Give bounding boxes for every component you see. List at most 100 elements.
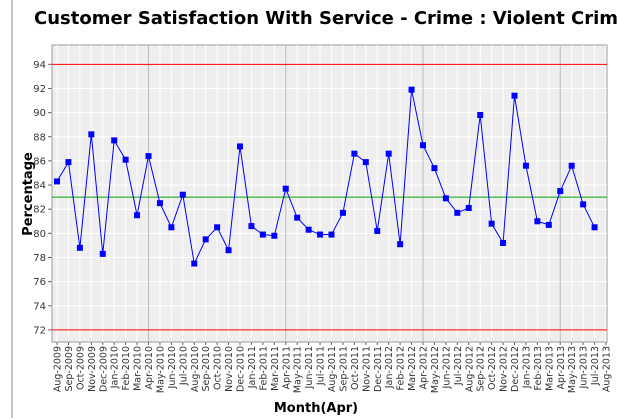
x-tick-label: Mar-2011 — [270, 346, 281, 391]
y-tick-label: 72 — [33, 325, 46, 336]
data-point — [111, 137, 118, 144]
data-point — [385, 150, 392, 157]
data-point — [568, 162, 575, 169]
series-line — [56, 89, 596, 266]
chart-title: Customer Satisfaction With Service - Cri… — [34, 8, 618, 29]
data-point — [488, 220, 495, 227]
x-tick-label: Sep-2009 — [64, 346, 75, 392]
x-tick-label: Aug-2011 — [327, 346, 338, 392]
y-tick-label: 84 — [33, 181, 46, 192]
data-point — [442, 195, 449, 202]
x-tick-label: Jun-2010 — [167, 346, 178, 389]
y-tick-label: 94 — [33, 60, 46, 71]
x-tick-label: Mar-2010 — [133, 346, 144, 391]
data-point — [168, 224, 175, 231]
x-tick-label: Dec-2012 — [510, 346, 521, 392]
data-point — [282, 185, 289, 192]
x-tick-label: Jan-2013 — [521, 346, 532, 389]
x-tick-label: Aug-2012 — [464, 346, 475, 392]
x-tick-label: Nov-2012 — [499, 346, 510, 392]
x-tick-label: Oct-2012 — [487, 346, 498, 390]
x-tick-label: Nov-2009 — [87, 346, 98, 392]
y-tick-label: 82 — [33, 205, 46, 216]
data-point — [362, 159, 369, 166]
y-tick-label: 76 — [33, 277, 46, 288]
x-tick-label: Mar-2013 — [544, 346, 555, 391]
x-tick-label: Aug-2013 — [602, 346, 613, 392]
data-point — [88, 131, 95, 138]
x-tick-label: Mar-2012 — [407, 346, 418, 391]
data-point — [305, 226, 312, 233]
x-tick-label: May-2010 — [155, 346, 166, 393]
data-point — [225, 247, 232, 254]
data-point — [76, 244, 83, 251]
data-point — [500, 240, 507, 246]
x-tick-label: Dec-2009 — [98, 346, 109, 392]
x-tick-label: Jan-2012 — [384, 346, 395, 389]
data-point — [248, 223, 255, 230]
x-tick-label: Aug-2010 — [190, 346, 201, 392]
x-tick-label: Jun-2012 — [441, 346, 452, 389]
x-tick-label: Jan-2010 — [110, 346, 121, 389]
data-point — [454, 209, 461, 216]
data-point — [271, 232, 278, 239]
x-tick-label: Feb-2011 — [258, 346, 269, 390]
x-tick-label: Sep-2012 — [476, 346, 487, 392]
x-tick-label: Apr-2012 — [419, 346, 430, 389]
y-tick-label: 80 — [33, 229, 46, 240]
data-point — [339, 209, 346, 216]
data-point — [134, 212, 141, 219]
data-point — [122, 156, 129, 163]
data-point — [522, 162, 529, 169]
y-tick-label: 88 — [33, 132, 46, 143]
y-tick-label: 90 — [33, 108, 46, 119]
x-tick-label: Jun-2011 — [304, 346, 315, 389]
x-tick-label: Nov-2010 — [224, 346, 235, 392]
data-point — [397, 241, 404, 248]
x-tick-label: Jul-2011 — [316, 346, 327, 386]
data-point — [477, 112, 484, 119]
data-point — [237, 143, 243, 150]
data-point — [156, 200, 163, 207]
y-tick-label: 78 — [33, 253, 46, 264]
x-tick-label: Feb-2013 — [533, 346, 544, 390]
x-axis-label: Month(Apr) — [274, 401, 358, 416]
x-tick-label: Dec-2010 — [236, 346, 247, 392]
data-point — [420, 142, 426, 149]
y-tick-label: 86 — [33, 156, 46, 167]
x-tick-label: Dec-2011 — [373, 346, 384, 392]
x-tick-label: May-2011 — [293, 346, 304, 393]
x-tick-label: Oct-2011 — [350, 346, 361, 390]
x-tick-label: Oct-2009 — [75, 346, 86, 390]
x-tick-label: Apr-2011 — [281, 346, 292, 389]
data-point — [65, 159, 72, 166]
data-point — [591, 224, 598, 231]
data-point — [54, 178, 60, 185]
data-point — [294, 214, 301, 221]
data-point — [557, 188, 564, 195]
data-point — [511, 92, 518, 99]
x-tick-label: Oct-2010 — [213, 346, 224, 390]
x-tick-label: Jul-2012 — [453, 346, 464, 386]
x-tick-label: Nov-2011 — [361, 346, 372, 392]
x-tick-label: Feb-2012 — [396, 346, 407, 390]
data-point — [534, 218, 541, 225]
data-point — [431, 165, 438, 172]
x-tick-label: May-2013 — [567, 346, 578, 393]
x-tick-label: Apr-2013 — [556, 346, 567, 389]
x-tick-label: Aug-2009 — [53, 346, 64, 392]
data-point — [259, 231, 266, 238]
x-tick-label: Sep-2011 — [338, 346, 349, 392]
y-tick-label: 92 — [33, 84, 46, 95]
y-tick-label: 74 — [33, 301, 46, 312]
data-point — [202, 236, 209, 243]
data-point — [545, 221, 552, 228]
x-tick-label: Jul-2010 — [178, 346, 189, 386]
x-tick-label: Feb-2010 — [121, 346, 132, 390]
data-point — [317, 231, 324, 238]
y-axis-label: Percentage — [21, 152, 36, 236]
data-point — [179, 191, 186, 198]
data-point — [374, 227, 381, 234]
x-tick-label: Sep-2010 — [201, 346, 212, 392]
